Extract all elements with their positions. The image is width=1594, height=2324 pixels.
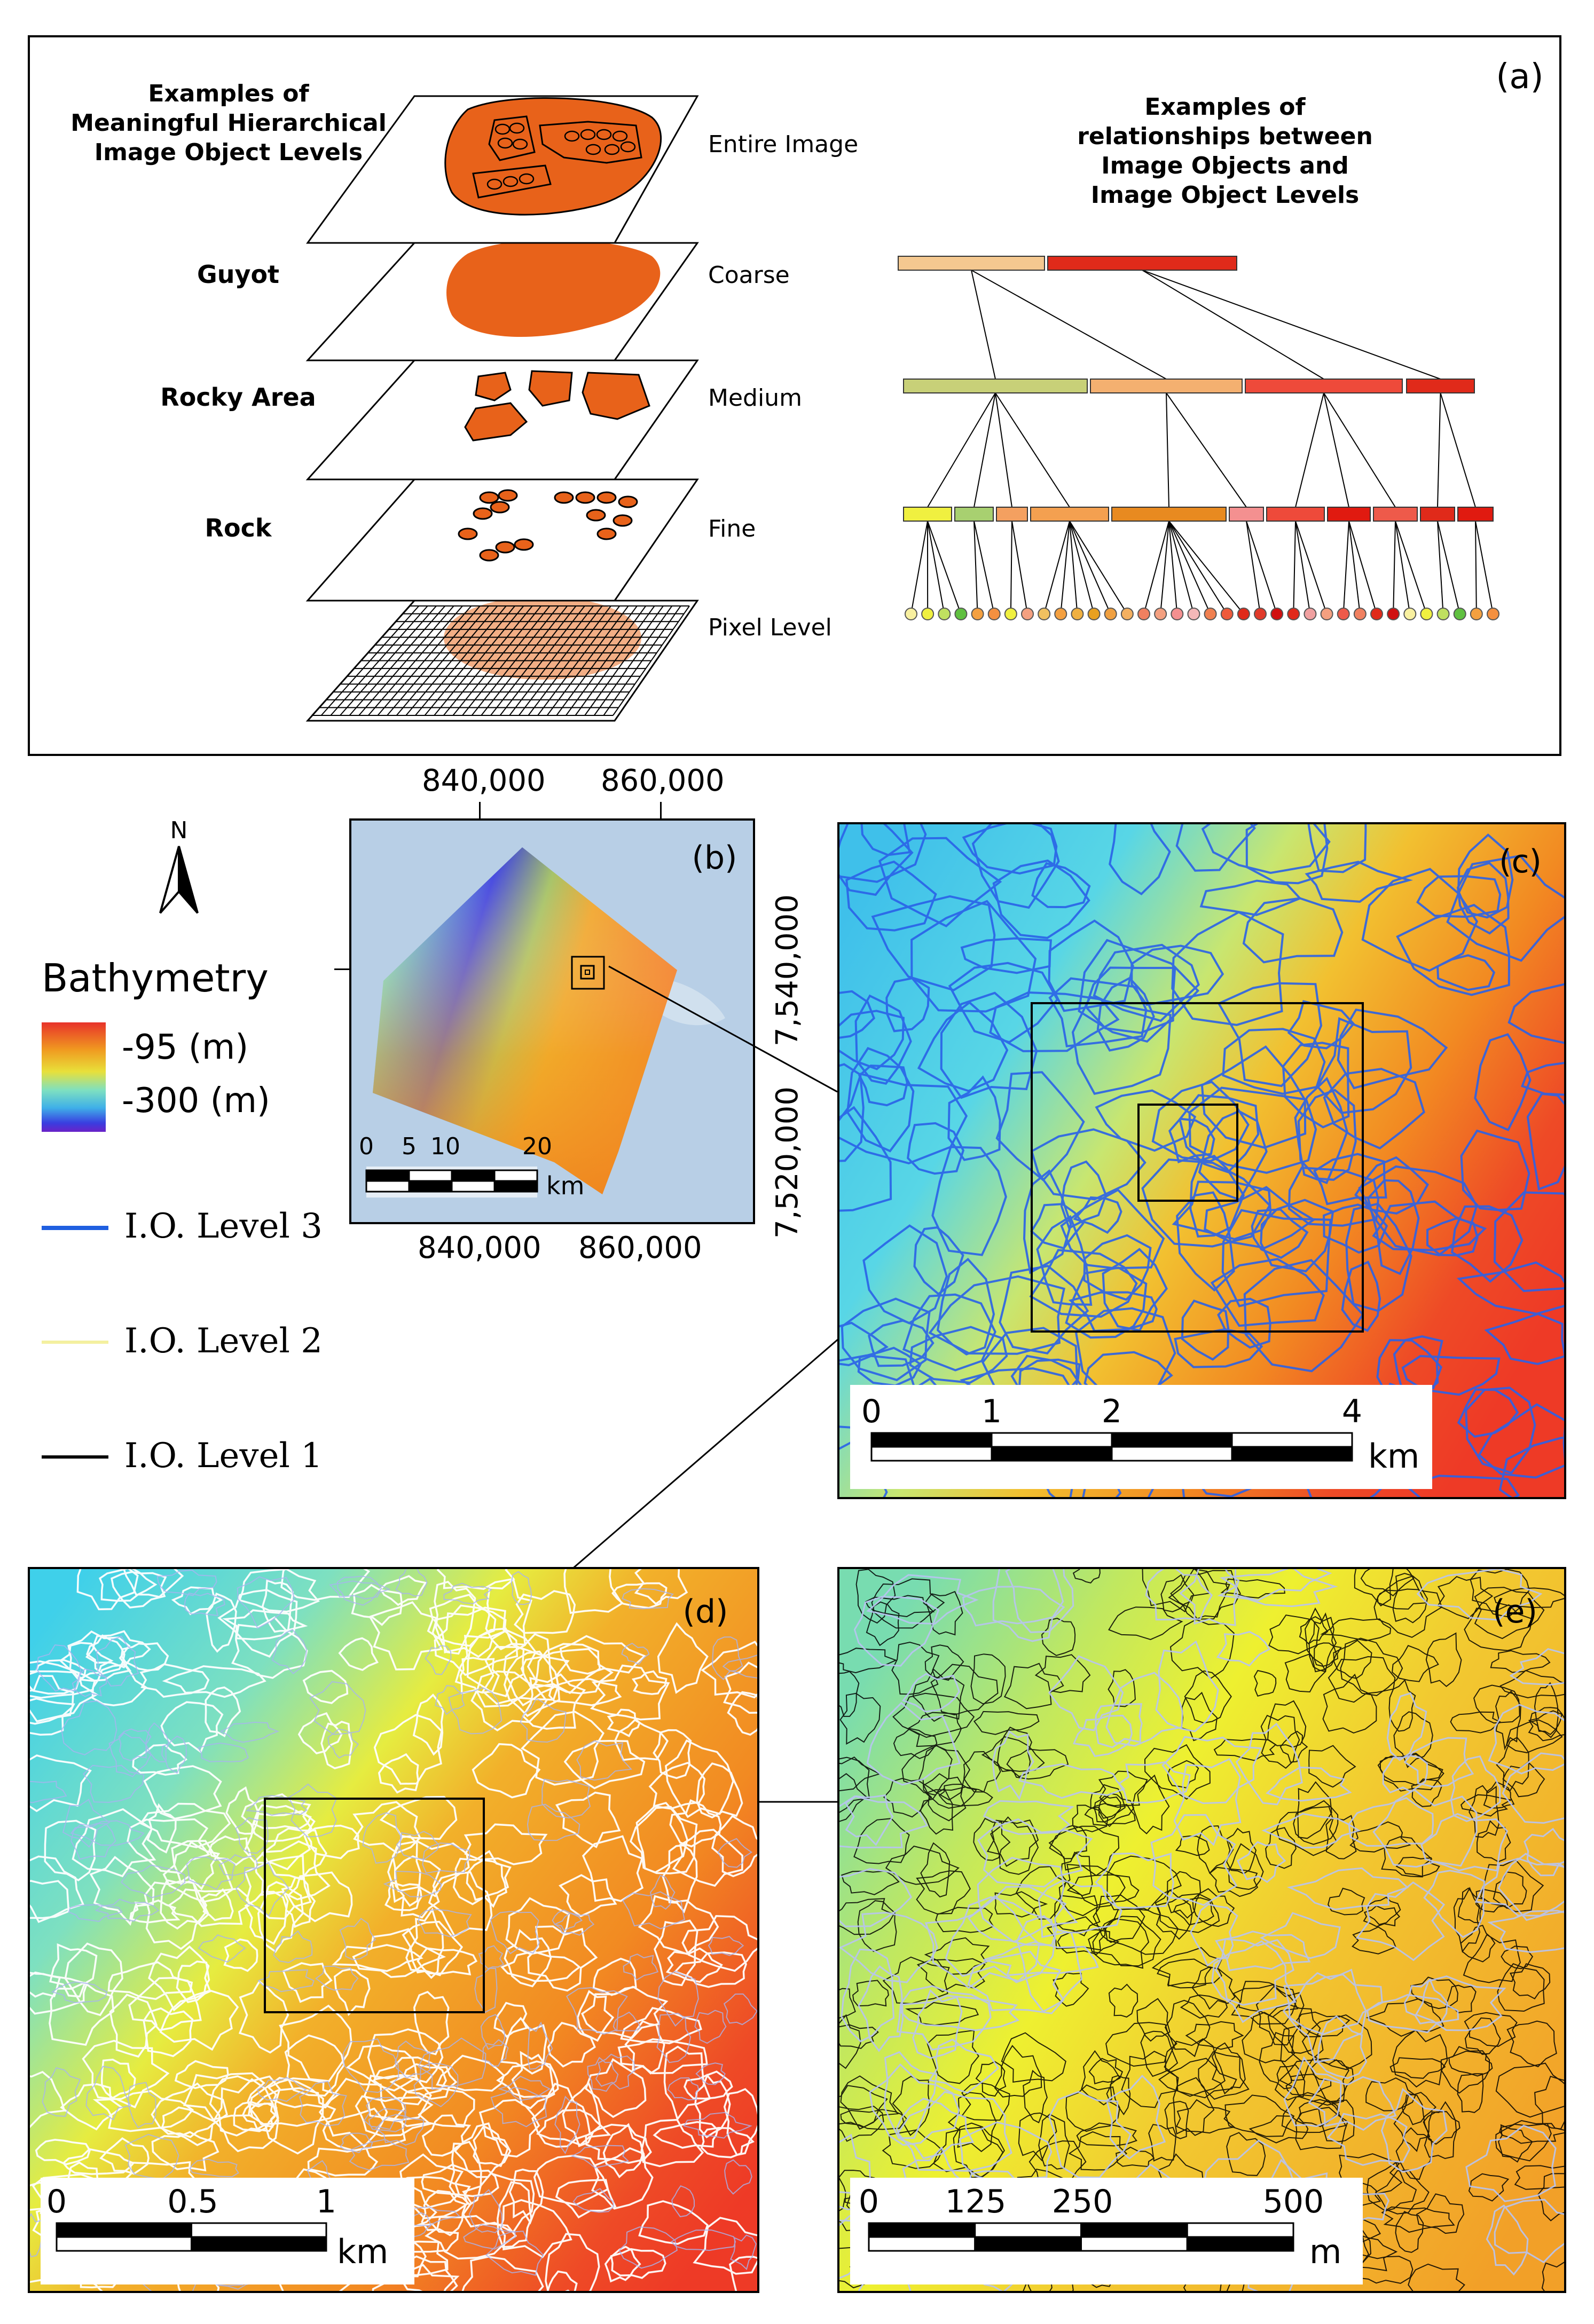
d-scale-tick-05: 0.5 [167,2183,218,2220]
left-title-line-2: Meaningful Hierarchical [70,109,387,137]
level-3-swatch [42,1226,108,1230]
c-scale-tick-1: 1 [981,1393,1002,1430]
object-rocky-area: Rocky Area [160,383,316,412]
north-label: N [170,817,188,844]
inset-box-c [571,956,605,990]
hierarchy-diagram: (a) Examples of Meaningful Hierarchical … [70,57,1544,722]
level-2-label: I.O. Level 2 [124,1321,323,1361]
e-scale-tick-125: 125 [945,2183,1007,2220]
panel-a: (a) Examples of Meaningful Hierarchical … [28,35,1561,756]
d-scale-tick-0: 0 [46,2183,67,2220]
coarse-plane [305,240,699,361]
level-3-label: I.O. Level 3 [124,1207,323,1246]
panel-c-label: (c) [1499,843,1542,880]
right-title-line-4: Image Object Levels [1091,182,1360,209]
b-scale-unit: km [546,1171,584,1200]
e-scale-tick-500: 500 [1263,2183,1324,2220]
b-scale-tick-0: 0 [359,1133,374,1160]
object-rock: Rock [205,514,272,542]
b-top-tick-1: 840,000 [422,763,546,798]
legend-low-label: -300 (m) [122,1081,270,1121]
b-top-tick-2: 860,000 [601,763,725,798]
panel-e-label: (e) [1493,1593,1537,1630]
panel-d-map: 0 0.5 1 km (d) [30,1569,757,2291]
panel-d: 0 0.5 1 km (d) [28,1567,759,2293]
legend: Bathymetry -95 (m) -300 (m) I.O. Level 3… [42,956,341,1490]
c-scale-unit: km [1368,1437,1419,1476]
b-bottom-tick-1: 840,000 [418,1231,541,1265]
level-pixel: Pixel Level [708,614,832,641]
right-title-line-2: relationships between [1077,123,1373,150]
d-scale-unit: km [337,2232,388,2271]
b-scale-tick-20: 20 [522,1133,552,1160]
b-bottom-tick-2: 860,000 [578,1231,702,1265]
pixel-level-plane [305,596,699,722]
fine-plane [305,478,699,602]
level-medium: Medium [708,384,802,412]
e-scale-tick-250: 250 [1052,2183,1113,2220]
overview-map: 0 5 10 20 km (b) [359,839,737,1200]
legend-title: Bathymetry [42,956,269,1000]
right-title-line-1: Examples of [1144,93,1306,121]
right-title-line-3: Image Objects and [1101,152,1349,179]
legend-color-ramp [42,1022,106,1132]
panel-e: 0 125 250 500 m (e) [837,1567,1566,2293]
panel-c: 0 1 2 4 km (c) [837,822,1566,1499]
legend-high-label: -95 (m) [122,1028,249,1067]
medium-plane [305,359,699,480]
e-scale-tick-0: 0 [859,2183,879,2220]
panel-a-label: (a) [1496,57,1543,97]
d-scale-tick-1: 1 [316,2183,336,2220]
north-arrow: N [155,817,203,918]
panel-c-map: 0 1 2 4 km (c) [839,824,1564,1497]
left-title-line-1: Examples of [148,80,309,107]
level-2-swatch [42,1341,108,1344]
level-1-label: I.O. Level 1 [124,1436,323,1476]
panel-b: 0 5 10 20 km (b) [349,818,755,1224]
level-fine: Fine [708,515,756,542]
level-entire-image: Entire Image [708,131,858,158]
b-scale-tick-5: 5 [402,1133,417,1160]
panel-d-label: (d) [683,1593,728,1630]
relationship-tree [898,256,1499,620]
b-scale-tick-10: 10 [430,1133,460,1160]
object-guyot: Guyot [197,260,279,289]
level-1-swatch [42,1455,108,1459]
panel-b-label: (b) [692,839,737,877]
e-scale-unit: m [1309,2232,1341,2271]
c-scale-tick-2: 2 [1102,1393,1122,1430]
left-title-line-3: Image Object Levels [95,139,363,166]
panel-e-map: 0 125 250 500 m (e) [839,1569,1564,2291]
c-scale-tick-4: 4 [1342,1393,1362,1430]
level-coarse: Coarse [708,262,790,289]
entire-image-plane [306,95,699,244]
c-scale-tick-0: 0 [861,1393,882,1430]
